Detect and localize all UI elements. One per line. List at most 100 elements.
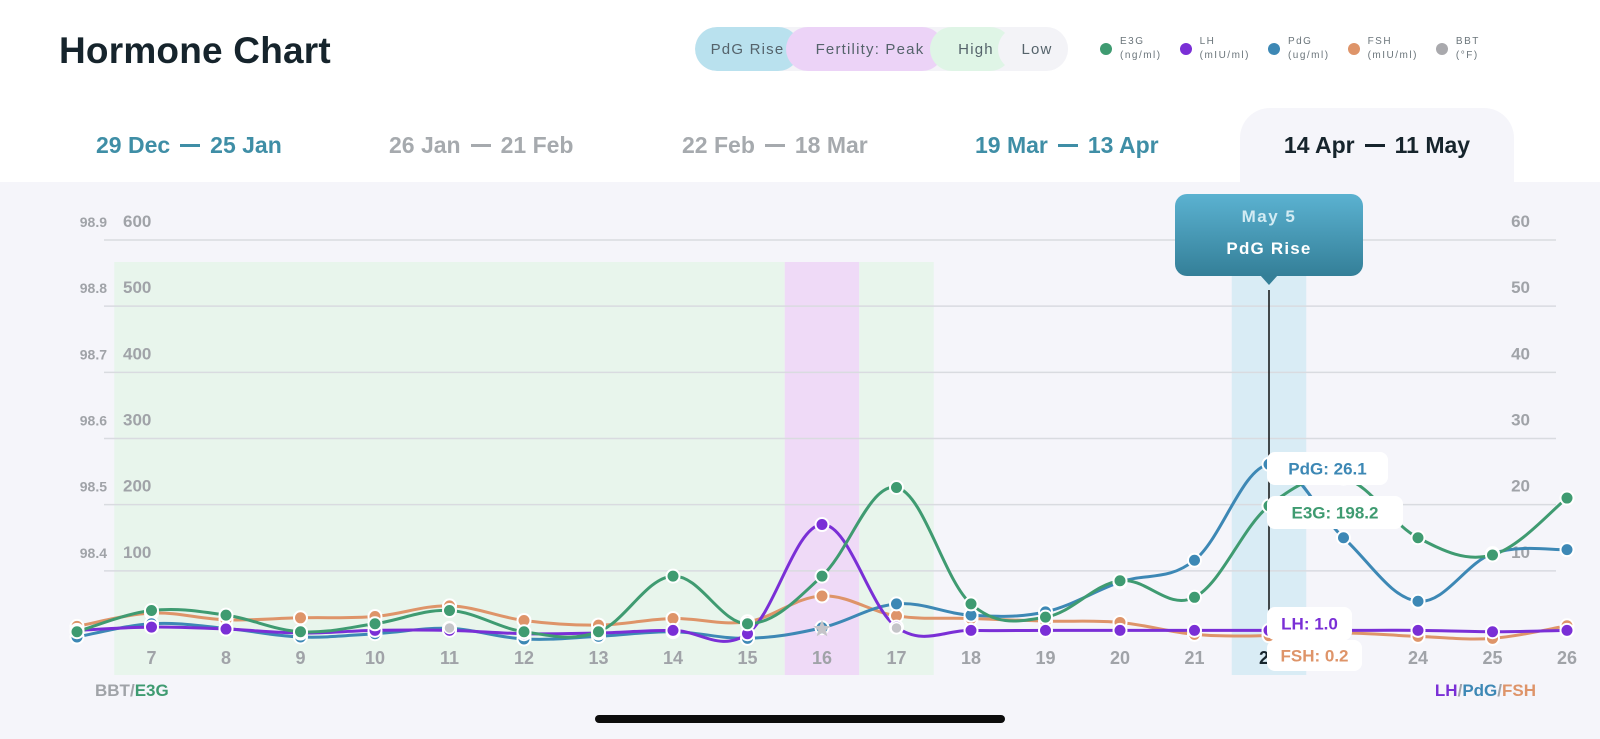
point-e3g-7 (144, 603, 159, 619)
page-title: Hormone Chart (59, 30, 331, 71)
e3g-axis-tick-4: 200 (123, 477, 151, 496)
x-tick-13: 13 (588, 648, 608, 668)
bbt-marker-17 (890, 621, 903, 635)
tab-cycle-4-end: 13 Apr (1087, 131, 1159, 158)
bbt-axis-tick-0: 98.9 (80, 214, 107, 230)
x-tick-16: 16 (812, 648, 832, 668)
bbt-marker-star-16 (813, 620, 831, 637)
bbt-axis-tick-4: 98.5 (80, 479, 107, 495)
legend-e3g-dot (1100, 43, 1112, 55)
legend-pdg-dot (1267, 43, 1280, 55)
legend-pdg: PdG (ug/ml) (1267, 35, 1330, 63)
x-tick-26: 26 (1557, 648, 1577, 668)
x-tick-15: 15 (737, 648, 757, 668)
right-axis-label-pdg: PdG (1462, 681, 1497, 700)
phase-pdg-rise: PdG Rise (695, 27, 800, 71)
point-e3g-17 (889, 479, 904, 495)
tab-cycle-3-end: 18 Mar (794, 131, 868, 158)
value-label-bg-pdg (1267, 452, 1388, 485)
tab-cycle-3[interactable]: 22 Feb 18 Mar (682, 108, 868, 182)
x-tick-18: 18 (961, 648, 981, 668)
point-fsh-9 (293, 610, 308, 626)
point-pdg-21 (1187, 552, 1202, 568)
point-fsh-16 (814, 588, 830, 604)
x-tick-17: 17 (886, 648, 906, 668)
hormone-legend: E3G (ng/ml) LH (mIU/ml) PdG (ug/ml) FSH (mIU… (1100, 35, 1498, 63)
x-tick-19: 19 (1035, 648, 1055, 668)
legend-e3g-unit: (ng/ml) (1120, 50, 1162, 61)
point-lh-16 (814, 517, 830, 533)
tab-cycle-5-end: 11 May (1394, 131, 1471, 158)
x-tick-14: 14 (663, 648, 683, 668)
tab-cycle-5-start: 14 Apr (1283, 131, 1355, 158)
value-label-bg-e3g (1267, 496, 1403, 529)
cycle-tabs: 29 Dec 25 Jan 26 Jan 21 Feb 22 Feb 18 Mar 1… (0, 108, 1600, 182)
point-lh-20 (1112, 622, 1128, 638)
point-pdg-24 (1410, 593, 1426, 609)
right-axis-tick-1: 50 (1511, 278, 1530, 297)
point-e3g-8 (218, 607, 234, 623)
point-e3g-10 (367, 616, 383, 632)
phase-fertility-peak: Fertility: Peak (786, 27, 944, 71)
right-axis-label-sep1: / (1458, 681, 1463, 700)
bbt-axis-tick-1: 98.8 (80, 280, 107, 296)
legend-lh-dot (1179, 43, 1192, 55)
tab-cycle-5-active[interactable]: 14 Apr 11 May (1240, 108, 1514, 182)
right-axis-tick-2: 40 (1511, 344, 1530, 363)
legend-pdg-unit: (ug/ml) (1287, 50, 1330, 61)
point-e3g-15 (740, 616, 755, 632)
left-axis-label-bbt: BBT (95, 681, 131, 700)
point-e3g-18 (963, 596, 979, 612)
bbt-marker-11 (443, 621, 456, 635)
tab-cycle-4[interactable]: 19 Mar 13 Apr (975, 108, 1159, 182)
x-tick-20: 20 (1110, 648, 1130, 668)
legend-fsh-dot (1347, 43, 1360, 55)
value-label-e3g: E3G: 198.2 (1292, 504, 1379, 523)
e3g-axis-tick-1: 500 (123, 278, 151, 297)
right-axis-tick-4: 20 (1511, 477, 1530, 496)
point-lh-25 (1485, 624, 1500, 640)
legend-e3g-name: E3G (1120, 36, 1145, 47)
e3g-axis-tick-2: 400 (123, 344, 151, 363)
tab-cycle-4-start: 19 Mar (975, 131, 1048, 158)
legend-bbt-dot (1435, 43, 1448, 55)
point-e3g-6 (69, 624, 85, 640)
tab-cycle-2[interactable]: 26 Jan 21 Feb (389, 108, 573, 182)
tab-cycle-1-end: 25 Jan (210, 131, 282, 158)
point-e3g-11 (442, 603, 457, 619)
point-lh-21 (1187, 622, 1202, 638)
legend-lh: LH (mIU/ml) (1179, 35, 1250, 63)
legend-bbt: BBT (°F) (1435, 35, 1480, 63)
point-e3g-16 (814, 568, 830, 584)
x-tick-25: 25 (1482, 648, 1502, 668)
point-lh-18 (963, 622, 979, 638)
value-label-lh: LH: 1.0 (1281, 615, 1338, 634)
home-indicator[interactable] (595, 715, 1005, 723)
value-label-bg-lh (1267, 607, 1352, 640)
tab-cycle-1[interactable]: 29 Dec 25 Jan (96, 108, 282, 182)
tooltip-pointer (1260, 275, 1278, 285)
bbt-axis-tick-2: 98.7 (80, 346, 107, 362)
x-tick-9: 9 (295, 648, 305, 668)
x-tick-8: 8 (221, 648, 231, 668)
point-lh-26 (1559, 622, 1575, 638)
point-pdg-26 (1559, 542, 1575, 558)
x-tick-21: 21 (1184, 648, 1204, 668)
legend-lh-name: LH (1199, 36, 1216, 47)
right-axis-tick-3: 30 (1511, 411, 1530, 430)
tooltip-box (1175, 194, 1363, 276)
point-e3g-12 (516, 624, 532, 640)
value-label-fsh: FSH: 0.2 (1280, 647, 1348, 666)
x-tick-11: 11 (440, 648, 459, 668)
point-e3g-19 (1038, 609, 1053, 625)
point-pdg-17 (889, 596, 904, 612)
tab-cycle-2-start: 26 Jan (389, 131, 461, 158)
value-label-pdg: PdG: 26.1 (1288, 460, 1366, 479)
phase-legend: PdG Rise Fertility: Peak High Low (695, 27, 1068, 71)
phase-low: Low (998, 27, 1068, 71)
value-label-bg-fsh (1267, 640, 1362, 671)
point-e3g-24 (1410, 530, 1426, 546)
point-e3g-13 (591, 624, 606, 640)
